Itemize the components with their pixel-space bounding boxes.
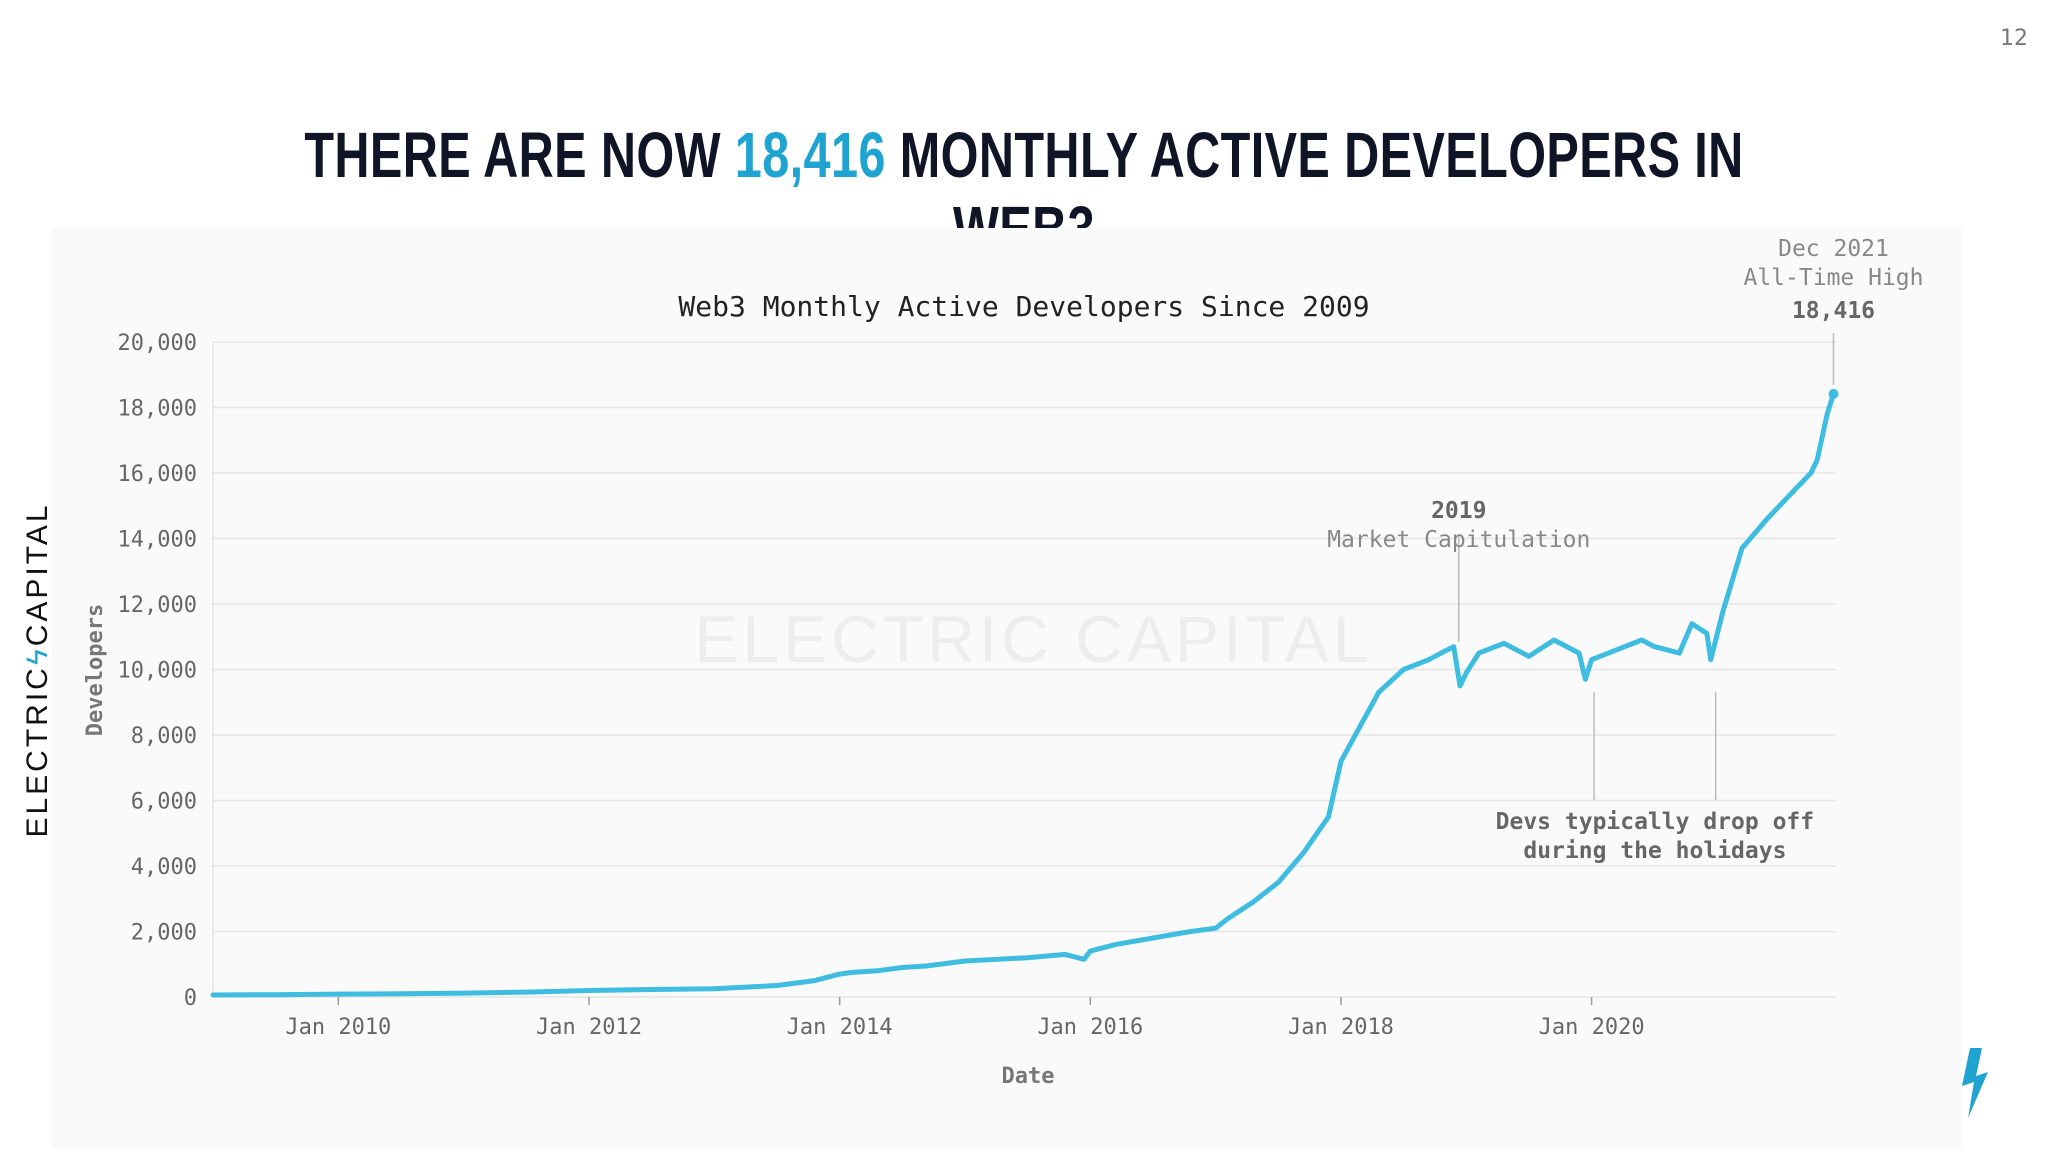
- grid: [212, 341, 1836, 998]
- chart-title: Web3 Monthly Active Developers Since 200…: [678, 290, 1369, 323]
- annotation-label: Devs typically drop off: [1496, 809, 1815, 835]
- peak-point: [1828, 388, 1839, 399]
- y-tick-label: 6,000: [131, 790, 197, 815]
- slide-number: 12: [2000, 26, 2028, 51]
- x-axis-title: Date: [1002, 1064, 1055, 1089]
- y-tick-label: 14,000: [118, 528, 197, 553]
- annotation-label: All-Time High: [1743, 265, 1923, 291]
- x-ticks: Jan 2010 Jan 2012 Jan 2014 Jan 2016 Jan 2018…: [285, 997, 1645, 1040]
- annotation-label: Market Capitulation: [1327, 527, 1590, 553]
- x-tick-label: Jan 2012: [536, 1015, 642, 1040]
- x-tick-label: Jan 2020: [1539, 1015, 1645, 1040]
- x-tick-label: Jan 2014: [787, 1015, 893, 1040]
- y-tick-label: 0: [184, 986, 197, 1011]
- annotation-label: 2019: [1431, 498, 1486, 524]
- headline-value: 18,416: [734, 119, 886, 191]
- bolt-icon: [1962, 1048, 1988, 1118]
- y-tick-label: 12,000: [118, 593, 197, 618]
- y-tick-label: 10,000: [118, 659, 197, 684]
- annotation-label: Dec 2021: [1778, 236, 1889, 262]
- watermark: ELECTRIC CAPITAL: [695, 602, 1374, 676]
- annotations: 2019 Market Capitulation Devs typically dr…: [1327, 236, 1923, 864]
- x-tick-label: Jan 2016: [1037, 1015, 1143, 1040]
- annotation-value: 18,416: [1792, 298, 1875, 324]
- y-tick-label: 4,000: [131, 855, 197, 880]
- watermark-text: ELECTRIC CAPITAL: [695, 602, 1374, 676]
- y-tick-label: 18,000: [118, 397, 197, 422]
- x-tick-label: Jan 2010: [285, 1015, 391, 1040]
- y-tick-label: 16,000: [118, 462, 197, 487]
- y-tick-label: 8,000: [131, 724, 197, 749]
- y-axis-title: Developers: [83, 604, 108, 736]
- y-tick-label: 20,000: [118, 331, 197, 356]
- x-tick-label: Jan 2018: [1288, 1015, 1394, 1040]
- y-ticks: 0 2,000 4,000 6,000 8,000 10,000 12,000 14,000 1…: [118, 331, 197, 1011]
- headline-prefix: THERE ARE NOW: [304, 119, 735, 191]
- y-tick-label: 2,000: [131, 921, 197, 946]
- series-line: [210, 391, 1836, 998]
- annotation-label: during the holidays: [1523, 838, 1786, 864]
